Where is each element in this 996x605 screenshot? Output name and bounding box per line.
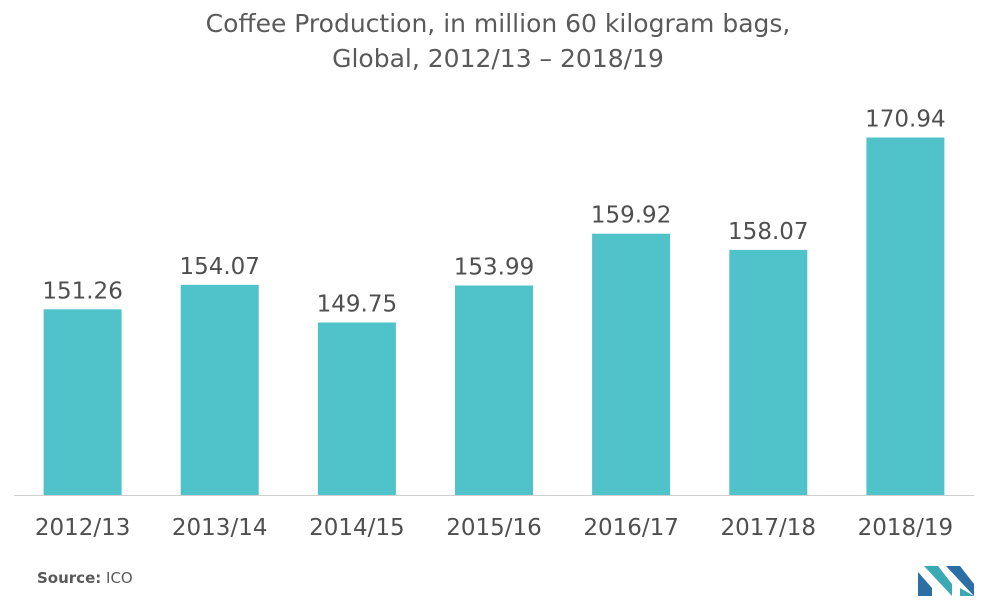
bar-value-label: 158.07	[728, 219, 808, 245]
source-note: Source: ICO	[37, 569, 133, 587]
x-tick-label: 2015/16	[446, 515, 542, 541]
brand-logo-icon	[918, 566, 974, 596]
bar-value-label: 149.75	[317, 292, 397, 318]
bar-2018-19	[866, 137, 945, 495]
bar-value-label: 154.07	[179, 254, 259, 280]
x-tick-label: 2013/14	[172, 515, 268, 541]
x-tick-label: 2016/17	[583, 515, 679, 541]
x-tick-label: 2012/13	[35, 515, 131, 541]
chart-title-line-1: Coffee Production, in million 60 kilogra…	[205, 9, 791, 38]
chart-title: Coffee Production, in million 60 kilogra…	[0, 6, 996, 76]
bar-2014-15	[317, 322, 396, 495]
x-tick-label: 2014/15	[309, 515, 405, 541]
chart-title-line-2: Global, 2012/13 – 2018/19	[332, 44, 664, 73]
source-value: ICO	[106, 569, 133, 587]
bar-value-label: 159.92	[591, 203, 671, 229]
x-tick-label: 2018/19	[858, 515, 954, 541]
bar-2015-16	[455, 285, 533, 495]
bar-2012-13	[43, 309, 122, 495]
bar-value-label: 151.26	[42, 278, 122, 304]
source-label: Source:	[37, 569, 102, 587]
bar-value-label: 170.94	[865, 107, 945, 133]
bar-2016-17	[592, 233, 671, 495]
x-tick-label: 2017/18	[721, 515, 817, 541]
bar-value-label: 153.99	[454, 255, 534, 281]
bar-2013-14	[180, 284, 259, 495]
bar-2017-18	[729, 249, 808, 495]
